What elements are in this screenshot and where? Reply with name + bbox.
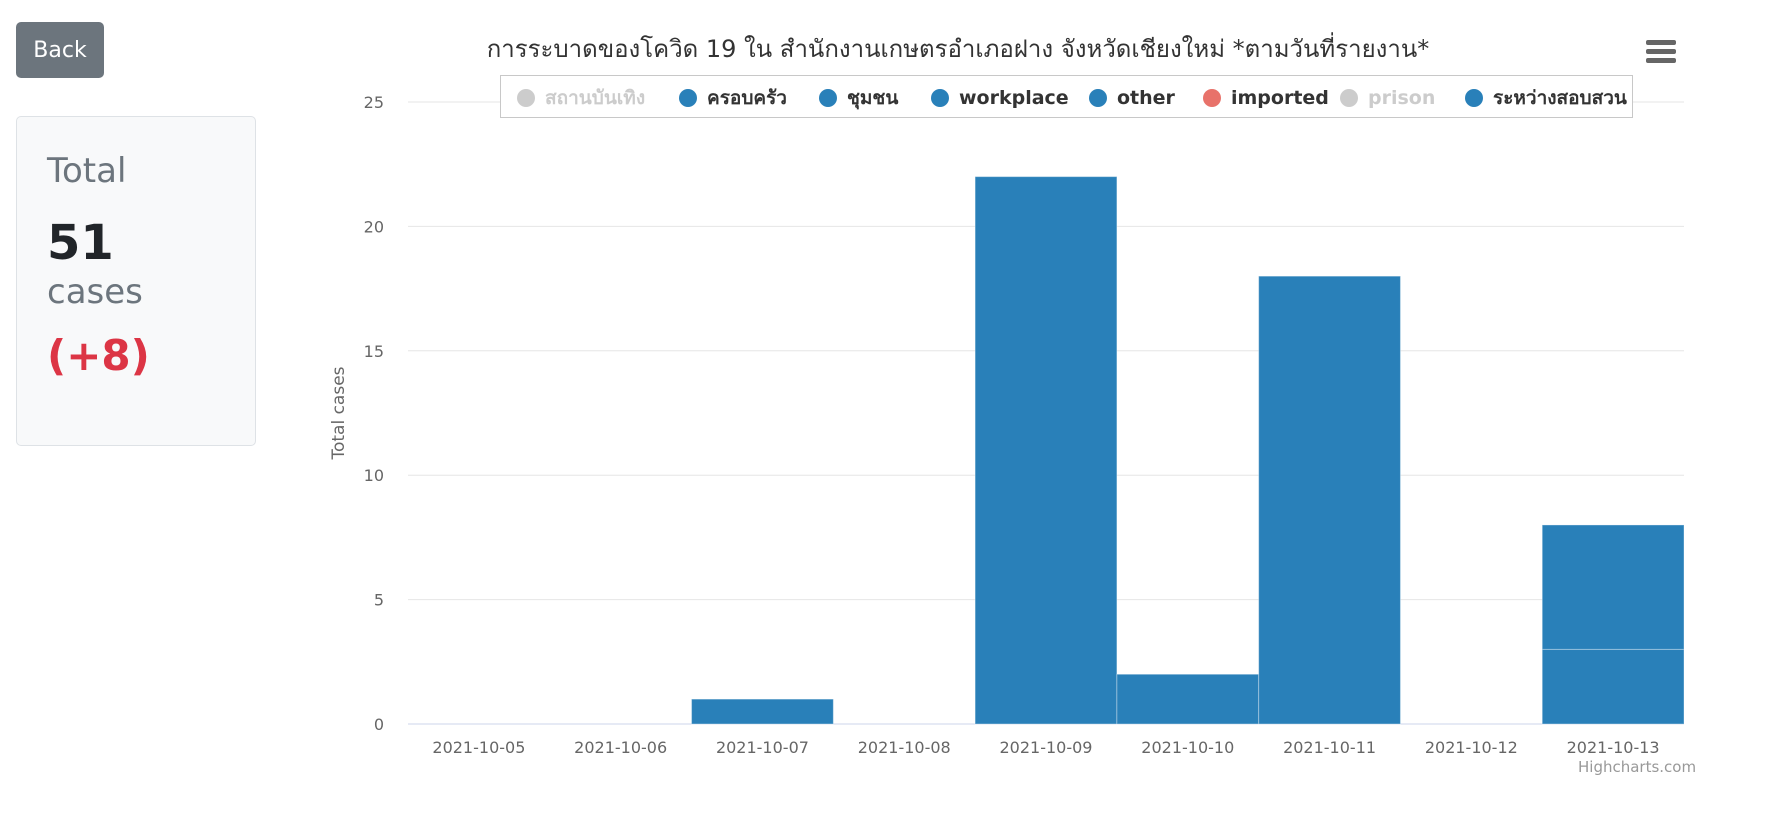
y-tick-label: 5 bbox=[374, 591, 384, 610]
x-tick-label: 2021-10-11 bbox=[1283, 738, 1376, 757]
legend-marker bbox=[679, 88, 697, 107]
legend-label: other bbox=[1117, 86, 1175, 109]
x-tick-label: 2021-10-07 bbox=[716, 738, 809, 757]
bar-segment bbox=[691, 698, 834, 725]
legend-label: imported bbox=[1231, 86, 1329, 109]
stat-title: Total bbox=[47, 151, 127, 191]
stat-count: 51 bbox=[47, 215, 114, 271]
y-tick-label: 15 bbox=[364, 342, 384, 361]
bar-segment bbox=[1258, 275, 1401, 725]
chart-credit[interactable]: Highcharts.com bbox=[1578, 758, 1697, 776]
hamburger-menu-icon[interactable] bbox=[1646, 40, 1676, 70]
x-tick-label: 2021-10-09 bbox=[1000, 738, 1093, 757]
x-tick-label: 2021-10-13 bbox=[1567, 738, 1660, 757]
legend-item[interactable]: workplace bbox=[931, 76, 1069, 119]
x-tick-label: 2021-10-08 bbox=[858, 738, 951, 757]
legend-marker bbox=[1203, 88, 1221, 107]
legend-label: ชุมชน bbox=[847, 86, 899, 109]
legend-item[interactable]: ระหว่างสอบสวน bbox=[1465, 76, 1627, 119]
total-cases-card: Total 51 cases (+8) bbox=[16, 116, 256, 446]
legend-marker bbox=[517, 88, 535, 107]
chart-title: การระบาดของโควิด 19 ใน สำนักงานเกษตรอำเภ… bbox=[487, 32, 1430, 63]
legend-item[interactable]: ชุมชน bbox=[819, 76, 898, 119]
bar-segment bbox=[974, 176, 1118, 725]
legend-marker bbox=[1089, 88, 1107, 107]
bar-segment bbox=[1541, 648, 1685, 725]
legend-item[interactable]: ครอบครัว bbox=[679, 76, 787, 119]
y-tick-label: 0 bbox=[374, 715, 384, 734]
x-tick-label: 2021-10-06 bbox=[574, 738, 667, 757]
y-axis-title: Total cases bbox=[329, 366, 349, 460]
stat-unit: cases bbox=[47, 272, 143, 312]
legend-label: ระหว่างสอบสวน bbox=[1493, 86, 1627, 109]
chart-legend: สถานบันเทิง ครอบครัว ชุมชน workplace other im… bbox=[500, 75, 1633, 118]
x-tick-label: 2021-10-10 bbox=[1141, 738, 1234, 757]
legend-label: workplace bbox=[959, 86, 1069, 109]
y-tick-label: 25 bbox=[364, 93, 384, 112]
legend-marker bbox=[931, 88, 949, 107]
stat-delta: (+8) bbox=[47, 331, 150, 380]
legend-item[interactable]: สถานบันเทิง bbox=[517, 76, 645, 119]
legend-item[interactable]: other bbox=[1089, 76, 1175, 119]
legend-label: prison bbox=[1368, 86, 1436, 109]
legend-marker bbox=[819, 88, 837, 107]
legend-label: สถานบันเทิง bbox=[545, 86, 646, 109]
x-tick-label: 2021-10-05 bbox=[432, 738, 525, 757]
legend-marker bbox=[1465, 88, 1483, 107]
bar-segment bbox=[1541, 524, 1685, 650]
legend-marker bbox=[1340, 88, 1358, 107]
bar-segment bbox=[1116, 673, 1260, 725]
back-button[interactable]: Back bbox=[16, 22, 104, 78]
legend-item[interactable]: prison bbox=[1340, 76, 1435, 119]
y-tick-label: 10 bbox=[364, 466, 384, 485]
legend-item[interactable]: imported bbox=[1203, 76, 1329, 119]
x-tick-label: 2021-10-12 bbox=[1425, 738, 1518, 757]
y-tick-label: 20 bbox=[364, 217, 384, 236]
legend-label: ครอบครัว bbox=[707, 86, 787, 109]
